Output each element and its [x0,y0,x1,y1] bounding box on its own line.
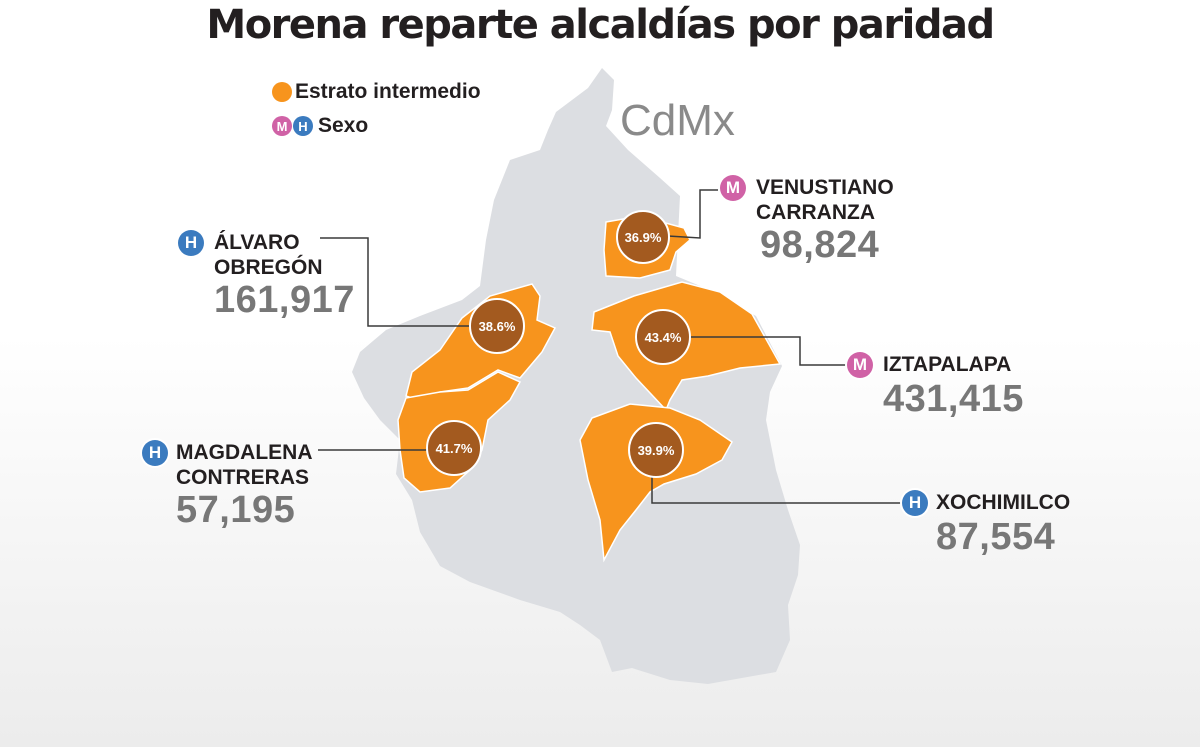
alcaldia-value: 161,917 [214,279,355,321]
alcaldia-name: MAGDALENA [176,441,313,464]
alcaldia-value: 431,415 [883,378,1024,420]
hombre-badge-icon: H [142,440,168,466]
leader-line-iztapalapa [690,336,846,366]
leader-line-xochimilco [651,476,902,504]
alcaldia-name: VENUSTIANO [756,176,894,199]
marker-iztapalapa: 43.4% [635,309,691,365]
orange-dot-icon [272,82,292,102]
alcaldia-name: XOCHIMILCO [936,491,1071,514]
alcaldia-name: CARRANZA [756,201,875,224]
mujer-badge-icon: M [272,116,292,136]
marker-xochimilco: 39.9% [628,422,684,478]
pct-iztapalapa: 43.4% [645,330,682,345]
marker-alvaro-obregon: 38.6% [469,298,525,354]
hombre-badge-icon: H [178,230,204,256]
pct-venustiano-carranza: 36.9% [625,230,662,245]
mujer-badge-icon: M [847,352,873,378]
xochimilco-area [579,403,733,563]
alcaldia-name: CONTRERAS [176,466,310,489]
page-title: Morena reparte alcaldías por paridad [206,2,995,48]
alcaldia-value: 87,554 [936,516,1056,558]
cdmx-outline [352,68,800,684]
legend-sexo-label: Sexo [318,114,369,137]
pct-magdalena-contreras: 41.7% [436,441,473,456]
pct-alvaro-obregon: 38.6% [479,319,516,334]
alcaldia-value: 57,195 [176,489,296,531]
leader-line-alvaro [320,237,470,327]
marker-venustiano-carranza: 36.9% [616,210,670,264]
hombre-badge-icon: H [902,490,928,516]
leader-line-venustiano [667,189,718,239]
map-label: CdMx [620,96,735,145]
marker-magdalena-contreras: 41.7% [426,420,482,476]
mujer-badge-icon: M [720,175,746,201]
alcaldia-value: 98,824 [760,224,880,266]
pct-xochimilco: 39.9% [638,443,675,458]
hombre-badge-icon: H [293,116,313,136]
alcaldia-name: ÁLVARO [214,231,300,254]
legend-sexo: M H Sexo [272,114,368,138]
legend-estrato: Estrato intermedio [272,80,481,104]
alcaldia-name: IZTAPALAPA [883,353,1012,376]
alcaldia-name: OBREGÓN [214,256,323,279]
legend-estrato-label: Estrato intermedio [295,80,481,103]
